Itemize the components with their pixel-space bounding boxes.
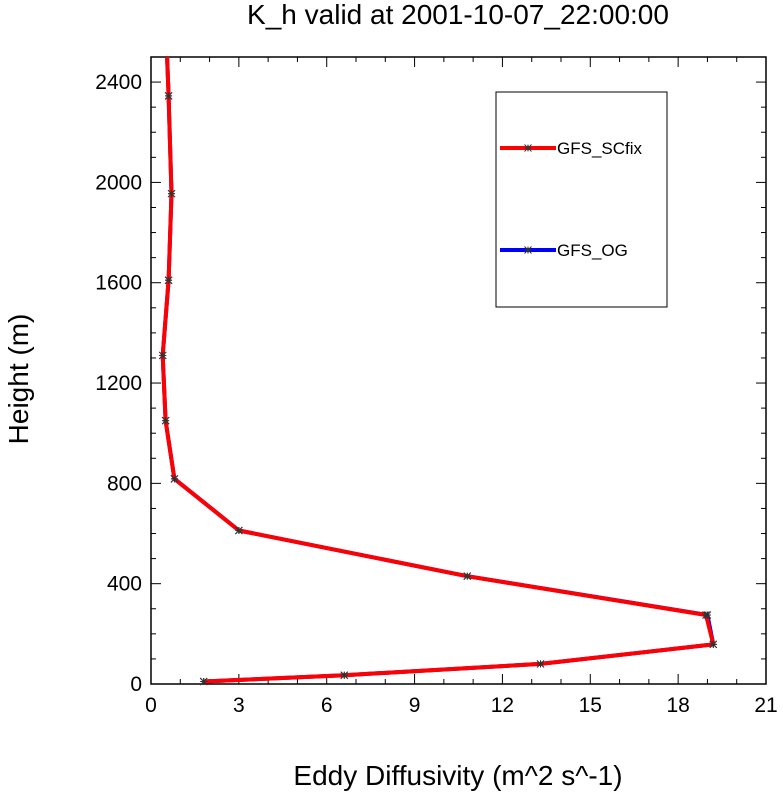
y-tick-label: 800 [107, 472, 142, 495]
axis-ticks: 0 3 6 9 12 15 18 21 0 400 800 1200 1600 2000 2400 [95, 56, 778, 717]
data-point-gfs-scfix [340, 671, 349, 680]
data-point-gfs-scfix [536, 660, 545, 668]
data-point-gfs-scfix [158, 351, 167, 360]
y-axis-title: Height (m) [3, 314, 34, 445]
data-point-gfs-scfix [463, 572, 472, 581]
chart-title: K_h valid at 2001-10-07_22:00:00 [247, 0, 669, 30]
legend-marker-gfs-og [524, 246, 532, 254]
data-point-gfs-scfix [702, 611, 710, 619]
data-point-gfs-scfix [199, 677, 208, 686]
data-point-gfs-scfix [709, 640, 718, 649]
series-line-gfs-scfix [160, 56, 716, 684]
x-tick-label: 6 [321, 694, 333, 717]
data-point-gfs-scfix [235, 526, 243, 535]
data-point-gfs-scfix [170, 474, 179, 483]
x-tick-label: 0 [145, 694, 157, 717]
y-tick-label: 2000 [95, 171, 142, 194]
x-tick-label: 18 [666, 694, 689, 717]
y-tick-label: 2400 [95, 71, 142, 94]
y-tick-label: 1600 [95, 272, 142, 295]
series-markers [158, 92, 718, 686]
x-axis-title: Eddy Diffusivity (m^2 s^-1) [293, 760, 622, 791]
x-tick-label: 3 [233, 694, 245, 717]
data-point-gfs-scfix [164, 276, 173, 285]
data-point-gfs-scfix [161, 416, 170, 425]
legend-marker-gfs-scfix [524, 144, 532, 152]
y-tick-label: 400 [107, 573, 142, 596]
data-point-gfs-scfix [167, 189, 176, 198]
y-tick-label: 1200 [95, 372, 142, 395]
x-tick-label: 9 [409, 694, 421, 717]
legend-label-gfs-scfix: GFS_SCfix [557, 139, 643, 158]
series-lines [160, 56, 716, 684]
data-point-gfs-scfix [164, 92, 173, 100]
x-tick-label: 12 [491, 694, 514, 717]
x-tick-label: 21 [754, 694, 777, 717]
plot-frame [150, 56, 767, 685]
plot-area-border [150, 56, 767, 685]
legend: GFS_SCfix GFS_OG [495, 91, 668, 308]
legend-box [495, 91, 668, 308]
legend-label-gfs-og: GFS_OG [557, 241, 628, 260]
y-tick-label: 0 [130, 673, 142, 696]
x-tick-label: 15 [579, 694, 602, 717]
